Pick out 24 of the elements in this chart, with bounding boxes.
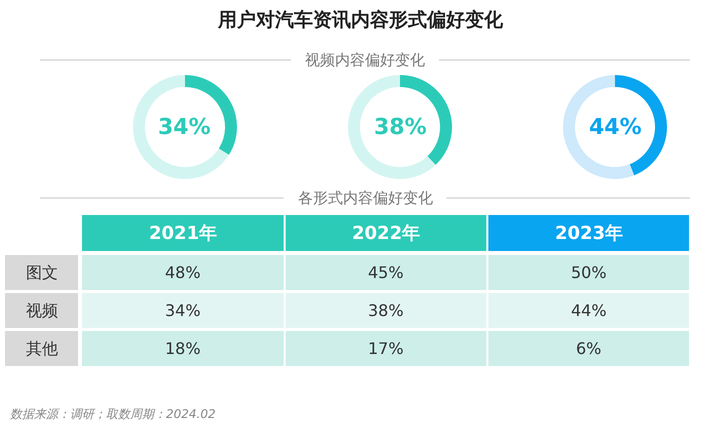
donut-slice xyxy=(133,75,229,179)
text: 34% xyxy=(165,301,201,320)
text: 18% xyxy=(165,339,201,358)
chart-title: 用户对汽车资讯内容形式偏好变化 xyxy=(217,9,504,31)
chart-subtitle: 视频内容偏好变化 xyxy=(305,51,425,69)
text: 44% xyxy=(589,115,642,140)
text: 45% xyxy=(368,263,404,282)
text: 38% xyxy=(374,115,427,140)
category-label: 2021年 xyxy=(149,223,218,244)
category-label: 视频 xyxy=(26,301,58,320)
category-label: 2023年 xyxy=(555,223,624,244)
category-label: 2022年 xyxy=(352,223,420,244)
text: 50% xyxy=(571,263,607,282)
text: 44% xyxy=(571,301,607,320)
text: 17% xyxy=(368,339,404,358)
category-label: 图文 xyxy=(26,263,58,282)
text: 48% xyxy=(165,263,201,282)
text: 6% xyxy=(576,339,602,358)
source-note: 数据来源：调研；取数周期：2024.02 xyxy=(10,407,216,421)
donut-slice xyxy=(348,75,436,179)
text: 各形式内容偏好变化 xyxy=(298,189,433,207)
category-label: 其他 xyxy=(26,339,58,358)
text: 38% xyxy=(368,301,404,320)
text: 34% xyxy=(158,115,211,140)
